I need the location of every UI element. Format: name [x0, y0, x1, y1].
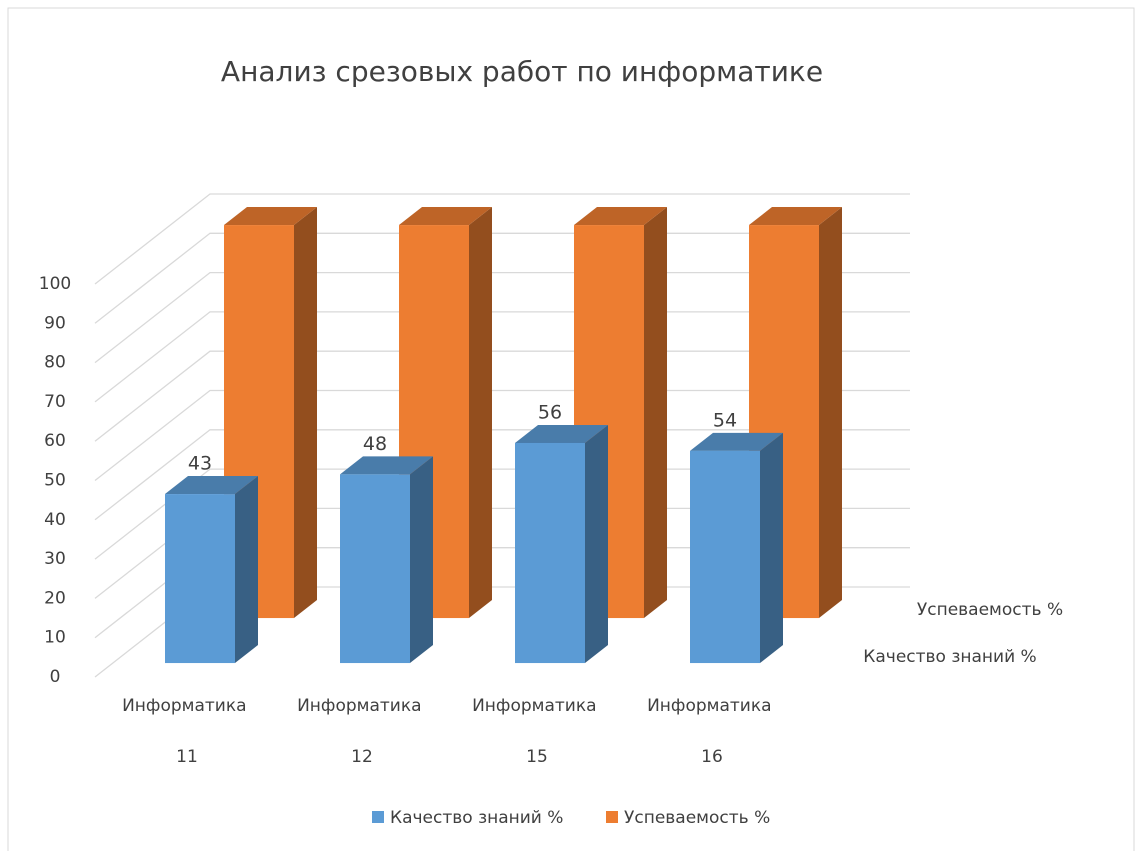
x-tick-label-line: 15 [526, 747, 548, 767]
y-tick-label: 80 [44, 353, 66, 373]
x-tick-label-line: 12 [351, 747, 373, 767]
data-label: 43 [188, 453, 212, 475]
y-tick-label: 20 [44, 588, 66, 608]
grid-line [94, 389, 910, 482]
y-tick-label: 30 [44, 549, 66, 569]
grid-line [94, 429, 910, 521]
x-tick-label: Информатика 11 [122, 696, 252, 767]
x-tick-label-line: 16 [701, 747, 723, 767]
legend-swatch [606, 811, 618, 823]
y-tick-label: 0 [50, 667, 61, 687]
y-tick-label: 40 [44, 510, 66, 530]
chart-title: Анализ срезовых работ по информатике [221, 55, 823, 88]
depth-label: Успеваемость % [917, 600, 1063, 620]
bar-top [749, 207, 842, 226]
grid-line [94, 232, 910, 324]
y-tick-label: 90 [44, 313, 66, 333]
grid-line [94, 350, 910, 442]
depth-label: Качество знаний % [863, 647, 1036, 667]
y-tick-label: 10 [44, 628, 66, 648]
legend-label: Успеваемость % [624, 808, 770, 828]
bar-top [399, 207, 492, 226]
grid-line [94, 271, 910, 364]
grid-line [94, 311, 910, 403]
x-tick-label-line: 11 [176, 747, 198, 767]
y-tick-label: 100 [39, 274, 71, 294]
bar-top [224, 207, 317, 226]
y-tick-label: 50 [44, 471, 66, 491]
bar-side [294, 207, 317, 619]
x-tick-label-line: Информатика [297, 696, 427, 716]
bar-side [760, 432, 783, 664]
data-label: 56 [538, 401, 562, 423]
bar-top [574, 207, 667, 226]
y-tick-label: 60 [44, 431, 66, 451]
data-label: 48 [363, 433, 387, 455]
bar-side [644, 207, 667, 619]
bar [515, 442, 585, 664]
x-tick-label: Информатика 16 [647, 696, 777, 767]
bar-top [340, 456, 433, 475]
x-tick-label-line: Информатика [647, 696, 777, 716]
bar-top [515, 424, 608, 443]
bar-side [410, 456, 433, 664]
legend-swatch [372, 811, 384, 823]
bar-top [690, 432, 783, 451]
x-tick-label: Информатика 12 [297, 696, 427, 767]
grid-line [94, 193, 910, 285]
x-tick-label: Информатика 15 [472, 696, 602, 767]
grid-line [94, 468, 910, 560]
data-label: 54 [713, 409, 737, 431]
legend-label: Качество знаний % [390, 808, 563, 828]
bar-side [235, 476, 258, 664]
bar [690, 450, 760, 664]
bar [165, 494, 235, 664]
bar-top [165, 476, 258, 495]
bar-side [585, 424, 608, 664]
y-tick-label: 70 [44, 392, 66, 412]
x-tick-label-line: Информатика [472, 696, 602, 716]
x-tick-label-line: Информатика [122, 696, 252, 716]
bar-side [469, 207, 492, 619]
bar-side [819, 207, 842, 619]
bar [340, 474, 410, 664]
